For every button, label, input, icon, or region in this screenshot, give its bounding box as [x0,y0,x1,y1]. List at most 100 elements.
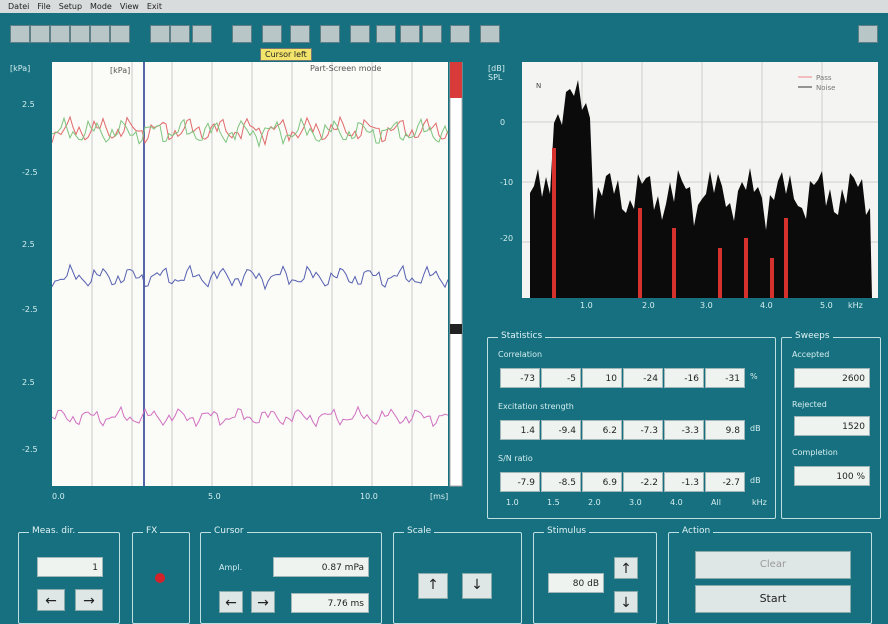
scale-up-button[interactable]: ↑ [418,573,448,599]
stimulus-down-button[interactable]: ↓ [614,591,638,613]
toolbar [0,15,888,45]
y-tick-label: 2.5 [22,100,35,109]
noise-bar [784,218,788,298]
scroll-bar [450,62,462,486]
x-tick-label: 5.0 [820,301,833,310]
toolbar-button[interactable] [10,25,30,43]
x-tick-label: 4.0 [760,301,773,310]
toolbar-button[interactable] [70,25,90,43]
stat-field: -2.2 [623,472,663,492]
clear-button[interactable]: Clear [695,551,851,579]
group-title: Statistics [498,331,545,341]
scroll-thumb [450,324,462,334]
band-label: 3.0 [629,498,642,507]
x-unit: [ms] [430,492,448,501]
menu-item[interactable]: View [120,2,139,11]
stat-field: -16 [664,368,704,388]
band-label: 1.5 [547,498,560,507]
row-label: S/N ratio [498,454,533,463]
toolbar-button[interactable] [450,25,470,43]
toolbar-button[interactable] [858,25,878,43]
menu-item[interactable]: File [37,2,50,11]
inner-unit: [kPa] [110,66,130,75]
stimulus-field: 80 dB [548,573,604,593]
toolbar-button[interactable] [170,25,190,43]
group-title: FX [143,526,160,536]
unit-label: dB [750,424,761,433]
amplitude-field: 0.87 mPa [273,557,369,577]
meas-dir-field: 1 [37,557,103,577]
fx-indicator [155,573,165,583]
stat-field: -8.5 [541,472,581,492]
toolbar-button[interactable] [50,25,70,43]
stat-field: -73 [500,368,540,388]
menu-item[interactable]: Exit [147,2,162,11]
toolbar-button[interactable] [110,25,130,43]
stimulus-up-button[interactable]: ↑ [614,557,638,579]
x-tick-label: 3.0 [700,301,713,310]
band-label: 1.0 [506,498,519,507]
legend-label: Noise [816,84,835,92]
stat-field: -7.3 [623,420,663,440]
stat-field: 10 [582,368,622,388]
row-label: Excitation strength [498,402,574,411]
cursor-group: Cursor Ampl. 0.87 mPa ← → 7.76 ms [200,532,382,624]
toolbar-button[interactable] [422,25,442,43]
scale-down-button[interactable]: ↓ [462,573,492,599]
right-button[interactable]: → [75,589,103,611]
toolbar-button[interactable] [150,25,170,43]
stat-field: 9.8 [705,420,745,440]
stimulus-group: Stimulus 80 dB ↑ ↓ [533,532,657,624]
legend-label: Pass [816,74,832,82]
x-tick-label: 1.0 [580,301,593,310]
toolbar-button[interactable] [262,25,282,43]
toolbar-button[interactable] [192,25,212,43]
screen: {"menu": ["Datei", "File", "Setup", "Mod… [0,0,888,609]
time-field: 7.76 ms [291,593,369,613]
accepted-label: Accepted [792,350,829,359]
corner-label: N [536,82,541,90]
noise-bar [552,148,556,298]
menu-item[interactable]: Datei [8,2,29,11]
y-tick-label: 2.5 [22,240,35,249]
accepted-field: 2600 [794,368,870,388]
toolbar-button[interactable] [290,25,310,43]
stat-field: -1.3 [664,472,704,492]
x-tick-label: 2.0 [642,301,655,310]
left-button[interactable]: ← [37,589,65,611]
y-tick-label: -10 [500,178,513,187]
group-title: Scale [404,526,434,536]
y-tick-label: -2.5 [22,168,38,177]
toolbar-button[interactable] [376,25,396,43]
group-title: Sweeps [792,331,833,341]
menu-item[interactable]: Mode [90,2,112,11]
band-label: All [711,498,721,507]
cursor-right-button[interactable]: → [251,591,275,613]
unit-label: dB [750,476,761,485]
toolbar-button[interactable] [90,25,110,43]
x-tick-label: 10.0 [360,492,378,501]
noise-bar [770,258,774,298]
toolbar-button[interactable] [232,25,252,43]
toolbar-button[interactable] [480,25,500,43]
y-tick-label: 0 [500,118,505,127]
cursor-left-button[interactable]: ← [219,591,243,613]
stat-field: -3.3 [664,420,704,440]
menu-item[interactable]: Setup [59,2,82,11]
toolbar-button[interactable] [400,25,420,43]
spectrum-plot: Pass Noise N [522,62,880,300]
x-tick-label: 5.0 [208,492,221,501]
group-title: Meas. dir. [29,526,78,536]
toolbar-button[interactable] [30,25,50,43]
group-title: Action [679,526,713,536]
y-unit: [kPa] [10,64,30,73]
tooltip: Cursor left [260,48,312,61]
fx-group: FX [132,532,190,624]
stat-field: 6.9 [582,472,622,492]
toolbar-button[interactable] [350,25,370,43]
toolbar-button[interactable] [320,25,340,43]
completion-field: 100 % [794,466,870,486]
sweeps-group: Sweeps Accepted 2600 Rejected 1520 Compl… [781,337,881,519]
x-tick-label: kHz [848,301,863,310]
unit-label: % [750,372,758,381]
